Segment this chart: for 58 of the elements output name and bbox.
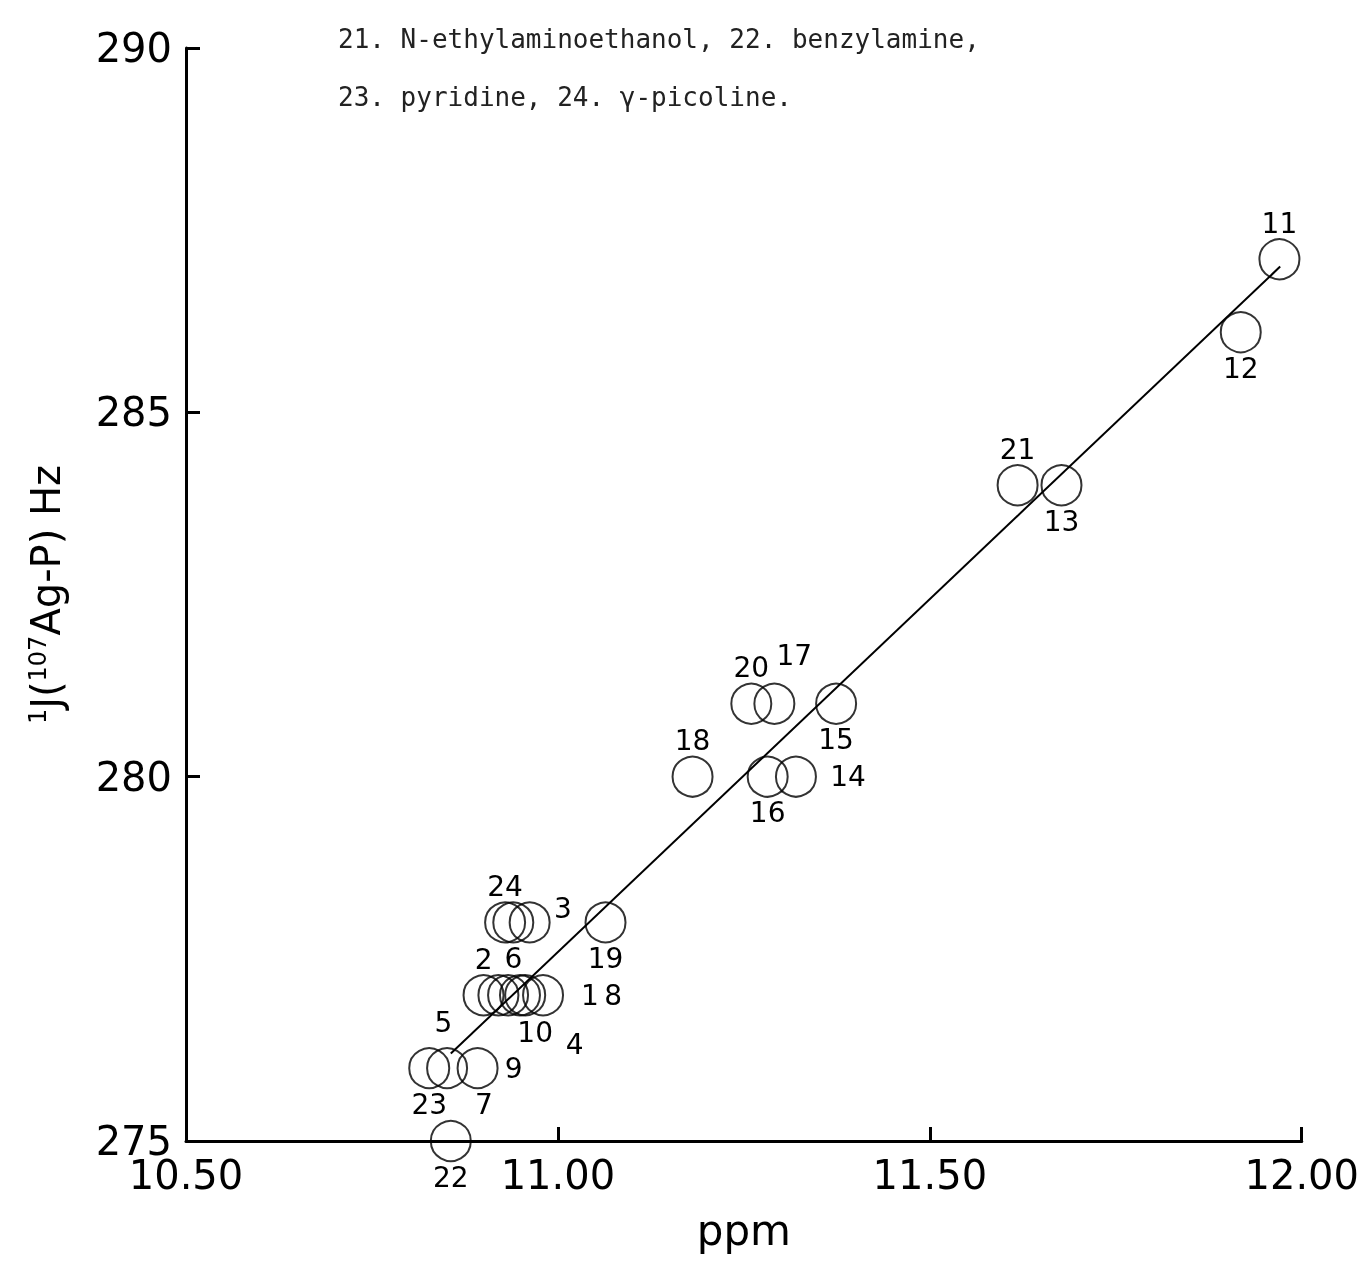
y-tick-label: 285 [95, 389, 172, 436]
annotation: 21 [999, 432, 1036, 466]
annotation: 21. N-ethylaminoethanol, 22. benzylamine, [338, 24, 980, 54]
point [477, 974, 520, 1017]
annotation: 6 [504, 941, 523, 975]
point [408, 1047, 451, 1090]
point [996, 464, 1039, 507]
annotation: 10 [517, 1015, 553, 1049]
point [487, 974, 530, 1017]
annotation: 17 [776, 639, 813, 673]
annotation: 22 [432, 1160, 469, 1194]
annotation: 7 [474, 1088, 493, 1122]
point [522, 974, 565, 1017]
annotation: 18 [674, 724, 711, 758]
annotation: 3 [553, 892, 572, 926]
point [429, 1120, 472, 1162]
y-tick-label: 280 [95, 753, 172, 800]
point [508, 901, 551, 944]
annotation: 15 [818, 723, 854, 757]
annotation: 23. pyridine, 24. γ-picoline. [338, 82, 792, 112]
x-axis-title: ppm [696, 1205, 791, 1255]
annotation: 5 [434, 1005, 453, 1039]
annotation: 13 [1043, 504, 1080, 538]
point [462, 974, 505, 1017]
point [584, 901, 627, 944]
point [456, 1047, 499, 1090]
annotation: 2 [474, 942, 493, 976]
point [753, 682, 796, 725]
x-tick-label: 11.00 [500, 1152, 616, 1198]
y-axis-title: 1J(107Ag-P) Hz [23, 464, 69, 725]
point [730, 682, 773, 725]
point [499, 974, 541, 1017]
annotation: 1 [581, 978, 599, 1012]
annotation: 14 [830, 760, 866, 794]
point [426, 1047, 469, 1090]
annotation: 4 [565, 1028, 584, 1062]
point [1258, 238, 1301, 281]
point [774, 755, 817, 798]
annotation: 20 [733, 651, 770, 685]
annotation: 12 [1222, 351, 1259, 385]
annotation: 23 [411, 1087, 448, 1121]
point [815, 682, 858, 725]
point [746, 755, 789, 798]
point [504, 974, 547, 1017]
y-tick-label: 290 [95, 25, 172, 71]
annotation: 24 [487, 869, 523, 903]
annotation: 19 [587, 941, 624, 975]
annotation: 8 [604, 978, 622, 1012]
x-tick-label: 11.50 [872, 1152, 988, 1198]
x-tick-label: 12.00 [1244, 1152, 1359, 1198]
annotation: 11 [1261, 206, 1298, 240]
point [1219, 311, 1262, 354]
annotation: 16 [749, 796, 786, 830]
point [492, 901, 535, 944]
point [1040, 464, 1083, 507]
annotation: 9 [504, 1051, 523, 1085]
point [671, 755, 714, 798]
point [484, 901, 527, 944]
